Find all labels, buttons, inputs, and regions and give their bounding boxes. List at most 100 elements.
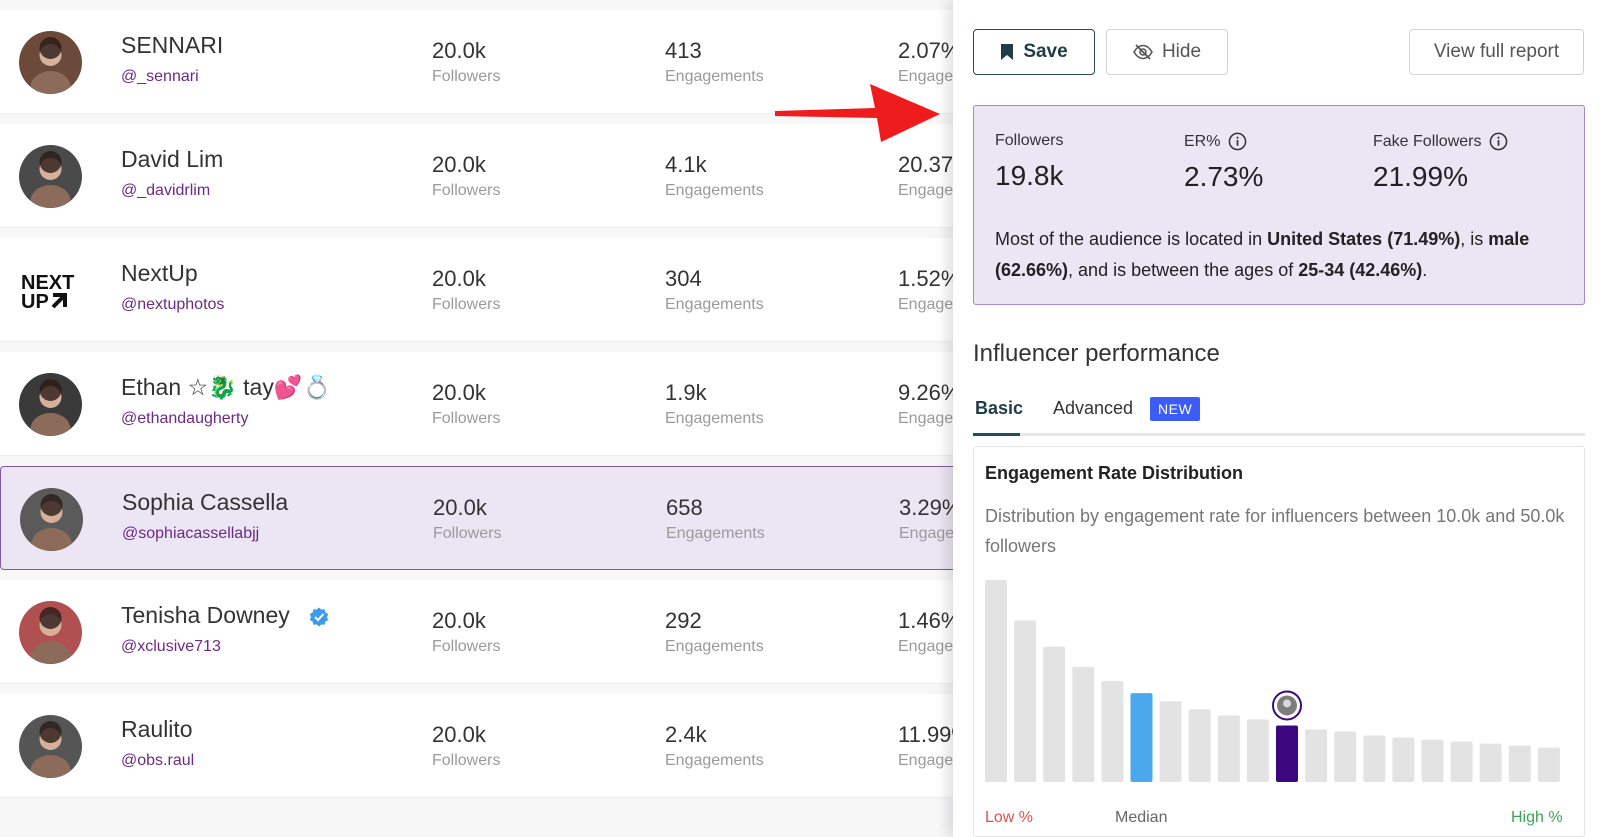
influencer-list: SENNARI @_sennari 20.0k Followers 413 Engagem… [0, 10, 953, 798]
svg-text:UP: UP [21, 291, 49, 313]
engagements-metric-value: 304 [665, 266, 702, 291]
followers-metric-label: Followers [432, 752, 501, 769]
avatar [19, 715, 82, 778]
info-icon[interactable] [1489, 132, 1508, 151]
distribution-bar [1508, 745, 1531, 782]
influencer-handle[interactable]: @nextuphotos [121, 296, 225, 313]
influencer-row[interactable]: David Lim @_davidrlim 20.0k Followers 4.1k En… [0, 124, 953, 228]
influencer-row[interactable]: SENNARI @_sennari 20.0k Followers 413 Engagem… [0, 10, 953, 114]
engagement-rate-metric-value: 11.99% [898, 722, 953, 747]
influencer-name[interactable]: Ethan ☆🐉 tay💕💍 [121, 374, 332, 400]
nextup-logo: NEXT UP [19, 259, 82, 322]
engagements-metric-value: 4.1k [665, 152, 707, 177]
engagements-metric: 292 Engagements [665, 608, 764, 656]
engagements-metric: 1.9k Engagements [665, 380, 764, 428]
active-tab-indicator [973, 433, 1020, 436]
verified-badge-icon [309, 607, 329, 627]
distribution-bar [1421, 739, 1444, 782]
followers-stat-label: Followers [995, 132, 1064, 149]
audience-text: Most of the audience is located in [995, 229, 1268, 249]
engagement-rate-metric-value: 1.52% [898, 266, 953, 291]
influencer-name[interactable]: Sophia Cassella [122, 489, 289, 515]
engagements-metric: 4.1k Engagements [665, 152, 764, 200]
info-icon[interactable] [1228, 132, 1247, 151]
influencer-name[interactable]: Tenisha Downey [121, 602, 290, 628]
engagements-metric-label: Engagements [665, 752, 764, 769]
influencer-row[interactable]: Raulito @obs.raul 20.0k Followers 2.4k Engage… [0, 694, 953, 798]
audience-text: , and is between the ages of [1068, 260, 1299, 280]
engagement-rate-metric: 11.99% Engagement [898, 722, 953, 770]
followers-metric-label: Followers [432, 410, 501, 427]
influencer-row[interactable]: Ethan ☆🐉 tay💕💍 @ethandaugherty 20.0k Follow… [0, 352, 953, 456]
engagement-rate-metric-value: 1.46% [898, 608, 953, 633]
avatar [19, 373, 82, 436]
followers-metric: 20.0k Followers [432, 38, 500, 86]
engagements-metric-value: 658 [666, 495, 703, 520]
distribution-bar [1159, 701, 1182, 782]
engagement-rate-metric-label: Engagement [898, 296, 953, 313]
influencer-row[interactable]: Sophia Cassella @sophiacassellabjj 20.0k Fo… [0, 466, 953, 570]
followers-metric: 20.0k Followers [432, 608, 500, 656]
fake-followers-stat-value: 21.99% [1373, 161, 1468, 192]
er-stat-label: ER% [1184, 132, 1221, 150]
distribution-bar [1363, 735, 1386, 782]
median-bar [1130, 693, 1153, 782]
influencer-avatar-marker [1272, 690, 1302, 721]
distribution-bar [1101, 681, 1124, 782]
engagements-metric-value: 2.4k [665, 722, 707, 747]
hide-button[interactable]: Hide [1106, 29, 1228, 75]
distribution-bar [1334, 731, 1357, 782]
audience-description: Most of the audience is located in Unite… [995, 224, 1570, 286]
save-button[interactable]: Save [973, 29, 1095, 75]
distribution-bar [1537, 747, 1560, 782]
median-label: Median [1115, 809, 1168, 826]
influencer-handle[interactable]: @xclusive713 [121, 638, 221, 655]
new-badge: NEW [1150, 397, 1201, 421]
er-stat-value: 2.73% [1184, 161, 1264, 192]
engagement-rate-metric-label: Engagement [898, 638, 953, 655]
distribution-bar [1305, 729, 1328, 782]
influencer-handle[interactable]: @ethandaugherty [121, 410, 249, 427]
eye-slash-icon [1133, 44, 1153, 60]
influencer-handle[interactable]: @_sennari [121, 68, 199, 85]
engagement-rate-metric: 20.37% Engagement [898, 152, 953, 200]
high-percent-label: High % [1511, 809, 1563, 826]
distribution-bar [1217, 715, 1240, 782]
engagement-rate-metric-label: Engagement [898, 68, 953, 85]
followers-metric-label: Followers [432, 68, 501, 85]
followers-metric: 20.0k Followers [432, 152, 500, 200]
influencer-row[interactable]: Tenisha Downey @xclusive713 20.0k Followers… [0, 580, 953, 684]
influencer-row[interactable]: NEXT UP NextUp @nextuphotos 20.0k Followers 30… [0, 238, 953, 342]
engagements-metric: 304 Engagements [665, 266, 764, 314]
followers-metric-label: Followers [433, 525, 502, 542]
influencer-name[interactable]: Raulito [121, 716, 193, 742]
influencer-handle[interactable]: @_davidrlim [121, 182, 211, 199]
influencer-name[interactable]: David Lim [121, 146, 224, 172]
engagement-rate-metric-label: Engagement [898, 182, 953, 199]
influencer-handle[interactable]: @obs.raul [121, 752, 195, 769]
svg-text:NEXT: NEXT [21, 272, 74, 294]
engagement-rate-distribution-card: Engagement Rate Distribution Distributio… [973, 446, 1585, 837]
engagement-rate-metric: 1.52% Engagement [898, 266, 953, 314]
engagements-metric-value: 413 [665, 38, 702, 63]
followers-metric-label: Followers [432, 182, 501, 199]
followers-metric-value: 20.0k [432, 38, 486, 63]
distribution-bar [1014, 620, 1037, 782]
engagement-rate-metric-label: Engagement [898, 410, 953, 427]
engagements-metric-label: Engagements [666, 525, 765, 542]
followers-metric-value: 20.0k [432, 380, 486, 405]
influencer-name[interactable]: SENNARI [121, 32, 224, 58]
tab-basic[interactable]: Basic [975, 398, 1024, 418]
distribution-bar [1188, 709, 1211, 782]
engagement-rate-metric-value: 9.26% [898, 380, 953, 405]
followers-metric-value: 20.0k [432, 152, 486, 177]
view-full-report-button[interactable]: View full report [1409, 29, 1584, 75]
followers-metric: 20.0k Followers [432, 266, 500, 314]
audience-text: . [1422, 260, 1428, 280]
tab-advanced[interactable]: Advanced [1053, 398, 1134, 418]
engagement-rate-metric: 1.46% Engagement [898, 608, 953, 656]
influencer-name[interactable]: NextUp [121, 260, 198, 286]
engagements-metric-label: Engagements [665, 182, 764, 199]
followers-stat-value: 19.8k [995, 160, 1064, 191]
influencer-handle[interactable]: @sophiacassellabjj [122, 525, 260, 542]
